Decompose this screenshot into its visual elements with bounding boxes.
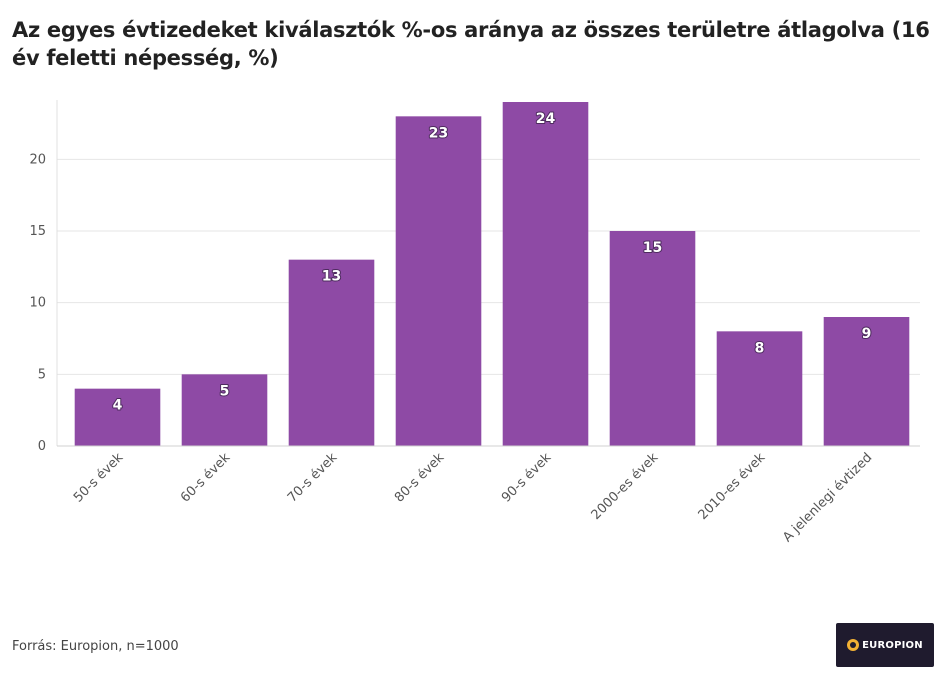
source-note: Forrás: Europion, n=1000 xyxy=(12,639,179,654)
data-label: 23 xyxy=(429,125,448,141)
x-tick-label: 50-s évek xyxy=(71,450,127,506)
data-label: 15 xyxy=(643,240,662,256)
y-tick-label: 15 xyxy=(29,224,46,239)
x-axis: 50-s évek 60-s évek 70-s évek 80-s évek 90-s… xyxy=(57,445,920,545)
data-labels: 4 5 13 23 24 15 8 9 xyxy=(112,110,873,415)
bar xyxy=(716,331,803,446)
x-tick-label: 90-s évek xyxy=(499,450,555,506)
y-tick-label: 0 xyxy=(38,439,46,454)
y-tick-label: 10 xyxy=(29,296,46,311)
x-tick-label: 2000-es évek xyxy=(589,450,662,523)
bar xyxy=(288,259,375,446)
data-label: 4 xyxy=(113,398,123,414)
data-label: 5 xyxy=(220,383,230,399)
bar xyxy=(823,317,910,446)
data-label: 9 xyxy=(862,326,872,342)
chart-title: Az egyes évtizedeket kiválasztók %-os ar… xyxy=(12,18,930,70)
bar xyxy=(395,116,482,446)
logo-text: EUROPION xyxy=(862,639,923,651)
bar xyxy=(74,388,161,446)
x-tick-label: 80-s évek xyxy=(392,450,448,506)
bar xyxy=(502,102,589,446)
x-tick-label: 60-s évek xyxy=(178,450,234,506)
data-label: 8 xyxy=(755,340,765,356)
europion-logo: EUROPION xyxy=(836,623,934,667)
bar xyxy=(181,374,268,446)
data-label: 13 xyxy=(322,269,341,285)
y-tick-label: 20 xyxy=(29,152,46,167)
x-tick-label: A jelenlegi évtized xyxy=(780,450,875,545)
x-tick-label: 2010-es évek xyxy=(696,450,769,523)
logo-icon xyxy=(847,639,860,651)
bar xyxy=(609,231,696,446)
x-tick-label: 70-s évek xyxy=(285,450,341,506)
bars xyxy=(74,102,910,446)
y-axis: 0 5 10 15 20 xyxy=(29,100,58,454)
data-label: 24 xyxy=(536,111,556,127)
y-tick-label: 5 xyxy=(38,367,46,382)
